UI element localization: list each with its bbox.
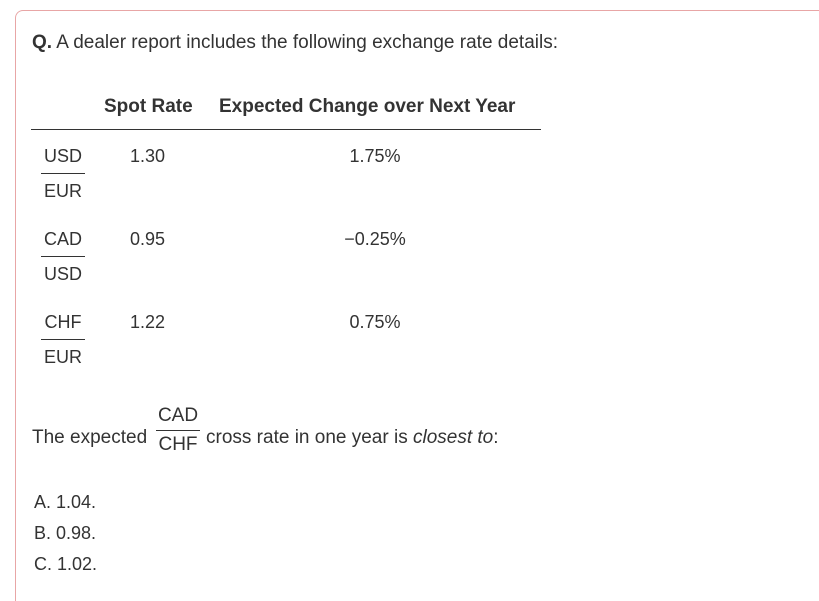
pair-numerator: CHF — [44, 312, 82, 332]
spot-rate-value: 0.95 — [130, 229, 166, 249]
fraction-bar — [156, 430, 200, 431]
expected-change-value: 1.75% — [349, 146, 401, 166]
stem-suffix: cross rate in one year is closest to: — [206, 426, 499, 450]
cross-rate-numerator: CAD — [157, 405, 199, 426]
stem-middle: cross rate in one year is — [206, 427, 408, 448]
pair-numerator: USD — [43, 146, 82, 166]
fraction-bar — [41, 339, 85, 340]
header-rule — [31, 129, 541, 130]
currency-pair-chf-eur: CHF EUR — [41, 311, 85, 368]
cross-rate-fraction: CAD CHF — [156, 405, 200, 456]
question-body: A dealer report includes the following e… — [56, 32, 558, 53]
currency-pair-cad-usd: CAD USD — [41, 228, 85, 285]
expected-change-value: −0.25% — [344, 229, 406, 249]
cross-rate-denominator: CHF — [158, 434, 198, 455]
expected-change-value: 0.75% — [349, 312, 401, 332]
answer-option-a[interactable]: A. 1.04. — [34, 492, 97, 512]
header-spot-rate: Spot Rate — [104, 96, 193, 117]
currency-pair-usd-eur: USD EUR — [41, 145, 85, 202]
question-label: Q. — [32, 32, 53, 53]
question-text: Q. A dealer report includes the followin… — [32, 31, 558, 55]
fraction-bar — [41, 256, 85, 257]
spot-rate-value: 1.30 — [130, 146, 166, 166]
question-card — [15, 10, 819, 601]
answer-option-c[interactable]: C. 1.02. — [34, 554, 98, 574]
stem-colon: : — [493, 427, 499, 448]
pair-denominator: USD — [43, 264, 82, 284]
spot-rate-value: 1.22 — [130, 312, 166, 332]
pair-denominator: EUR — [43, 181, 82, 201]
header-expected-change: Expected Change over Next Year — [219, 96, 516, 117]
fraction-bar — [41, 173, 85, 174]
pair-numerator: CAD — [43, 229, 82, 249]
answer-option-b[interactable]: B. 0.98. — [34, 523, 97, 543]
stem-emphasis: closest to — [412, 427, 494, 448]
pair-denominator: EUR — [43, 347, 82, 367]
stem-prefix: The expected — [32, 427, 148, 448]
